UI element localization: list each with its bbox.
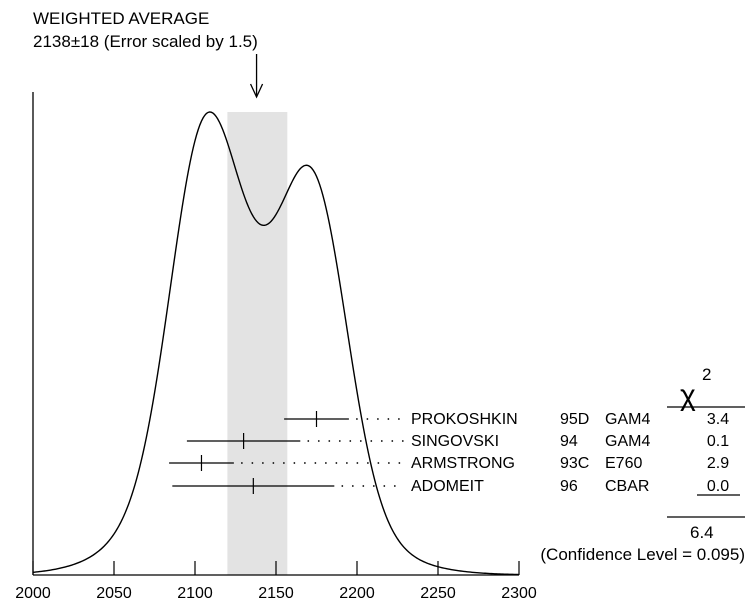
x-tick-label: 2300 <box>501 585 537 602</box>
measurement-experiment: CBAR <box>605 478 649 495</box>
measurement-row: SINGOVSKI 94 GAM4 0.1 <box>186 433 729 450</box>
measurement-year: 93C <box>560 455 589 472</box>
chart-title-line2: 2138±18 (Error scaled by 1.5) <box>33 32 258 51</box>
chart-title-line1: WEIGHTED AVERAGE <box>33 9 209 28</box>
measurement-row: ARMSTRONG 93C E760 2.9 <box>169 455 729 472</box>
measurement-author: PROKOSHKIN <box>411 411 518 428</box>
measurement-author: ARMSTRONG <box>411 455 515 472</box>
measurement-chi2: 2.9 <box>707 455 729 472</box>
x-axis-ticks: 2000 2050 2100 2150 2200 2250 2300 <box>15 561 537 602</box>
x-tick-label: 2250 <box>420 585 456 602</box>
x-tick-label: 2200 <box>339 585 375 602</box>
x-tick-label: 2000 <box>15 585 51 602</box>
weighted-average-band <box>227 112 288 575</box>
measurement-row: PROKOSHKIN 95D GAM4 3.4 <box>284 411 729 428</box>
measurement-chi2: 0.0 <box>707 478 729 495</box>
measurement-year: 96 <box>560 478 578 495</box>
confidence-level: (Confidence Level = 0.095) <box>540 545 745 564</box>
measurement-experiment: E760 <box>605 455 642 472</box>
measurement-year: 94 <box>560 433 578 450</box>
measurement-author: SINGOVSKI <box>411 433 499 450</box>
chi2-total: 6.4 <box>690 523 714 542</box>
measurement-row: ADOMEIT 96 CBAR 0.0 <box>172 478 729 495</box>
measurement-chi2: 0.1 <box>707 433 729 450</box>
x-tick-label: 2100 <box>177 585 213 602</box>
measurement-experiment: GAM4 <box>605 433 650 450</box>
average-arrow-icon <box>249 54 264 99</box>
x-tick-label: 2050 <box>96 585 132 602</box>
leader-dots <box>307 440 404 442</box>
chi2-exponent: 2 <box>702 365 711 384</box>
chi2-symbol: χ <box>680 379 696 412</box>
leader-dots <box>341 485 396 487</box>
measurement-list: PROKOSHKIN 95D GAM4 3.4 SINGOVSKI 94 GAM4 0.1 AR… <box>169 411 740 496</box>
leader-dots <box>356 418 400 420</box>
x-tick-label: 2150 <box>258 585 294 602</box>
measurement-author: ADOMEIT <box>411 478 484 495</box>
leader-dots <box>240 462 401 464</box>
measurement-experiment: GAM4 <box>605 411 650 428</box>
measurement-chi2: 3.4 <box>707 411 729 428</box>
measurement-year: 95D <box>560 411 589 428</box>
